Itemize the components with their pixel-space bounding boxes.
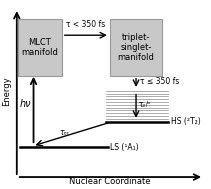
Text: τₙᵣ: τₙᵣ	[59, 128, 69, 136]
Text: τ < 350 fs: τ < 350 fs	[66, 20, 106, 29]
Text: τᵥᵢᵇ: τᵥᵢᵇ	[139, 100, 151, 109]
Text: triplet-
singlet-
manifold: triplet- singlet- manifold	[118, 33, 154, 63]
Text: τ ≤ 350 fs: τ ≤ 350 fs	[140, 77, 180, 86]
Bar	[18, 19, 62, 76]
Text: MLCT
manifold: MLCT manifold	[21, 38, 58, 57]
Text: LS (¹A₁): LS (¹A₁)	[110, 143, 138, 152]
Text: hν: hν	[19, 99, 31, 109]
Text: Energy: Energy	[2, 76, 11, 106]
Text: Nuclear Coordinate: Nuclear Coordinate	[69, 177, 151, 186]
Bar	[110, 19, 162, 76]
Text: HS (²T₂): HS (²T₂)	[170, 117, 200, 126]
